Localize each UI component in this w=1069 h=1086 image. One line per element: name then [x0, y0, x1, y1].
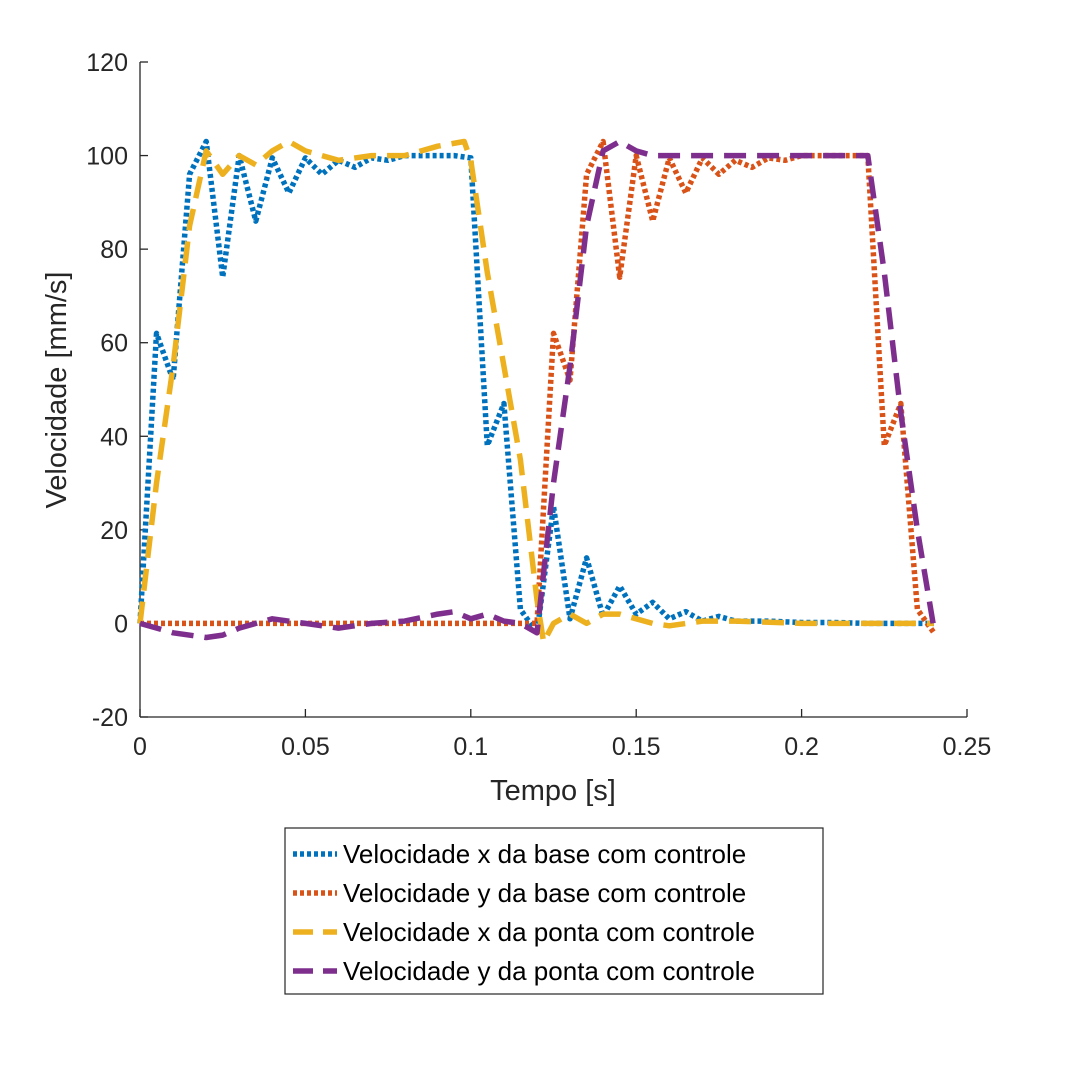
x-tick-label: 0.15	[612, 733, 661, 761]
y-tick-label: 20	[100, 517, 128, 545]
legend-label-4: Velocidade y da ponta com controle	[343, 956, 755, 986]
y-tick-label: 60	[100, 330, 128, 358]
series-line-1	[137, 138, 934, 636]
x-tick-label: 0	[133, 733, 147, 761]
axes	[139, 61, 968, 718]
x-tick-label: 0.05	[281, 733, 330, 761]
series-line-4	[139, 138, 937, 641]
x-tick-label: 0.2	[784, 733, 819, 761]
legend-box	[284, 827, 824, 995]
legend-label-3: Velocidade x da ponta com controle	[343, 917, 755, 947]
legend-label-2: Velocidade y da base com controle	[343, 878, 746, 908]
x-axis-title: Tempo [s]	[490, 775, 616, 807]
series-layer	[137, 138, 937, 645]
legend-label-1: Velocidade x da base com controle	[343, 839, 746, 869]
series-line-3	[137, 138, 934, 645]
y-tick-label: -20	[92, 704, 128, 732]
y-tick-label: 100	[86, 143, 128, 171]
x-tick-label: 0.1	[453, 733, 488, 761]
y-tick-label: 40	[100, 423, 128, 451]
x-tick-labels: 0 0.05 0.1 0.15 0.2 0.25	[133, 733, 991, 761]
y-tick-labels: -20 0 20 40 60 80 100 120	[86, 49, 128, 732]
y-tick-label: 80	[100, 236, 128, 264]
y-tick-label: 0	[114, 610, 128, 638]
legend: Velocidade x da base com controle Velocid…	[284, 827, 824, 995]
x-tick-label: 0.25	[943, 733, 992, 761]
y-axis-title: Velocidade [mm/s]	[41, 272, 73, 509]
series-line-2	[140, 138, 937, 635]
y-tick-label: 120	[86, 49, 128, 77]
